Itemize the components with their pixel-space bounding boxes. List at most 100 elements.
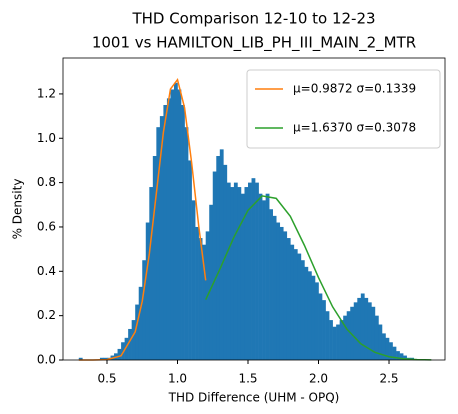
y-tick-label: 0.8 <box>37 175 56 189</box>
bar <box>173 82 178 360</box>
bar <box>226 182 231 360</box>
x-tick-label: 2.5 <box>379 372 398 386</box>
y-tick-label: 1.0 <box>37 131 56 145</box>
y-tick-label: 1.2 <box>37 86 56 100</box>
bar <box>350 306 355 360</box>
bar <box>371 306 376 360</box>
bar <box>240 193 245 360</box>
bar <box>135 304 140 360</box>
bar <box>399 353 404 360</box>
bar <box>392 346 397 360</box>
x-axis-label: THD Difference (UHM - OPQ) <box>168 391 340 405</box>
bar <box>184 127 189 360</box>
bar <box>279 226 284 360</box>
bar <box>364 297 369 360</box>
bar <box>339 320 344 360</box>
bar <box>78 357 83 360</box>
bar <box>286 238 291 360</box>
bar <box>325 311 330 360</box>
bar <box>103 357 108 360</box>
bar <box>128 328 132 360</box>
bar <box>166 98 171 361</box>
bar <box>251 178 256 360</box>
bar <box>283 231 288 360</box>
bar <box>381 333 386 360</box>
bar <box>403 355 407 360</box>
bar <box>304 266 309 360</box>
bar <box>198 238 203 360</box>
bar <box>188 160 192 360</box>
bar <box>343 315 348 360</box>
x-tick-label: 1.0 <box>168 372 187 386</box>
bar <box>385 337 390 360</box>
chart-subtitle: 1001 vs HAMILTON_LIB_PH_III_MAIN_2_MTR <box>92 34 416 53</box>
y-axis-label: % Density <box>11 179 25 240</box>
bar <box>159 116 164 360</box>
bar <box>223 164 228 360</box>
bar <box>219 149 224 360</box>
bar <box>244 187 249 360</box>
bar <box>311 275 316 360</box>
y-tick-label: 0.6 <box>37 219 56 233</box>
bar <box>332 326 337 360</box>
bar <box>145 222 150 360</box>
bar <box>117 348 122 360</box>
bar <box>248 182 252 360</box>
bar <box>265 193 270 360</box>
legend-box <box>246 69 441 149</box>
bar <box>314 282 319 360</box>
bar <box>290 244 295 360</box>
y-tick-label: 0.2 <box>37 308 56 322</box>
legend-label: μ=0.9872 σ=0.1339 <box>293 82 416 96</box>
bar <box>329 320 333 360</box>
chart-title: THD Comparison 12-10 to 12-23 <box>131 10 375 28</box>
fit-line <box>78 78 207 361</box>
plot-frame <box>62 57 446 361</box>
bar <box>346 311 351 360</box>
bar <box>255 182 259 360</box>
bar <box>378 324 383 360</box>
x-tick-label: 1.5 <box>238 372 257 386</box>
bar <box>318 293 323 360</box>
bar <box>191 200 196 360</box>
bar <box>374 315 379 360</box>
bar <box>212 171 217 360</box>
bar <box>99 357 104 360</box>
bar <box>177 89 182 360</box>
y-tick-label: 0.4 <box>37 264 56 278</box>
bar <box>297 253 302 360</box>
y-tick-label: 0.0 <box>37 353 56 367</box>
bar <box>367 302 372 360</box>
bar <box>152 156 157 360</box>
bar <box>269 209 273 360</box>
bar <box>142 260 147 360</box>
x-tick-label: 2.0 <box>309 372 328 386</box>
bar <box>357 297 362 360</box>
bar <box>300 260 305 360</box>
x-tick-label: 0.5 <box>97 372 116 386</box>
bar <box>216 156 221 360</box>
bar <box>156 127 161 360</box>
bar <box>149 187 154 360</box>
bar <box>230 187 235 360</box>
bar <box>195 226 199 360</box>
fit-line <box>205 195 432 361</box>
bar <box>389 342 393 360</box>
legend-label: μ=1.6370 σ=0.3078 <box>293 121 416 135</box>
bar <box>131 320 136 360</box>
bar <box>258 193 263 360</box>
bar <box>138 286 143 360</box>
bar <box>262 200 266 360</box>
bar <box>322 300 326 360</box>
bar <box>272 215 277 360</box>
bar <box>307 271 312 360</box>
bar <box>163 105 168 360</box>
bar <box>293 249 298 360</box>
bar <box>360 293 365 360</box>
bar <box>336 324 340 360</box>
bar <box>276 222 281 360</box>
bar <box>233 182 238 360</box>
bar <box>237 187 242 360</box>
bar <box>124 337 129 360</box>
